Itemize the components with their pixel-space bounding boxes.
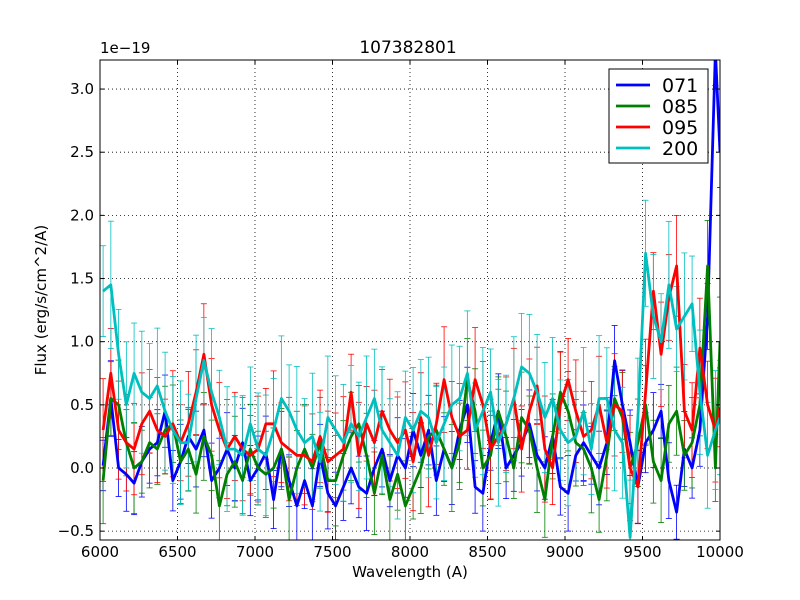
legend-label-200: 200 xyxy=(662,138,698,160)
y-axis-label: Flux (erg/s/cm^2/A) xyxy=(32,225,50,376)
x-axis-label: Wavelength (A) xyxy=(352,563,468,581)
y-offset-text: 1e−19 xyxy=(100,39,150,57)
legend-label-071: 071 xyxy=(662,75,698,97)
y-tick-label: 2.0 xyxy=(70,206,94,224)
y-tick-label: −0.5 xyxy=(58,522,94,540)
y-tick-label: 2.5 xyxy=(70,143,94,161)
x-tick-label: 9500 xyxy=(623,543,661,561)
x-tick-label: 10000 xyxy=(696,543,744,561)
y-tick-label: 3.0 xyxy=(70,80,94,98)
series-lines xyxy=(101,60,720,539)
axis-ticks: 6000 6500 7000 7500 8000 8500 9000 9500 10000 −0.… xyxy=(58,60,744,561)
legend-label-085: 085 xyxy=(662,96,698,118)
x-tick-label: 6000 xyxy=(81,543,119,561)
x-tick-label: 9000 xyxy=(546,543,584,561)
legend-label-095: 095 xyxy=(662,117,698,139)
y-tick-label: 0.0 xyxy=(70,459,94,477)
x-tick-label: 7500 xyxy=(313,543,351,561)
chart-title: 107382801 xyxy=(359,38,456,58)
x-tick-label: 6500 xyxy=(158,543,196,561)
x-tick-label: 7000 xyxy=(236,543,274,561)
x-tick-label: 8500 xyxy=(468,543,506,561)
x-tick-label: 8000 xyxy=(391,543,429,561)
y-tick-label: 1.5 xyxy=(70,270,94,288)
y-tick-label: 0.5 xyxy=(70,396,94,414)
y-tick-label: 1.0 xyxy=(70,333,94,351)
